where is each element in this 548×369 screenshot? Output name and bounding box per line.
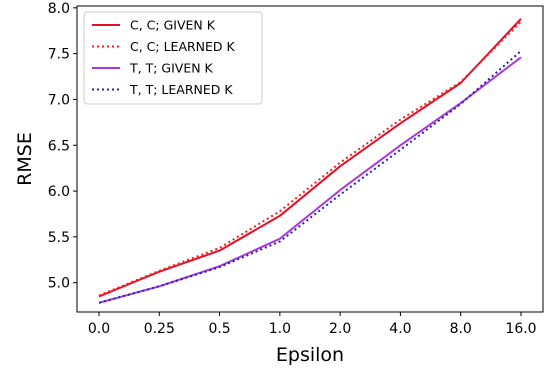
plot-frame bbox=[76, 5, 544, 313]
y-tick-label: 5.5 bbox=[48, 230, 70, 246]
y-tick-label: 7.0 bbox=[48, 92, 70, 108]
y-tick-label: 8.0 bbox=[48, 1, 70, 17]
x-axis: 0.0 0.25 0.5 1.0 2.0 4.0 8.0 16.0 bbox=[88, 312, 537, 337]
x-tick-label: 4.0 bbox=[389, 321, 411, 337]
legend-label: C, C; GIVEN K bbox=[130, 18, 216, 33]
legend-label: T, T; GIVEN K bbox=[129, 61, 214, 76]
y-tick-label: 7.5 bbox=[48, 47, 70, 63]
x-tick-label: 8.0 bbox=[450, 321, 472, 337]
plot-area bbox=[98, 18, 522, 304]
y-tick-label: 6.5 bbox=[48, 138, 70, 154]
series-line-1 bbox=[98, 18, 522, 298]
x-tick-label: 0.0 bbox=[88, 321, 110, 337]
y-tick-label: 5.0 bbox=[48, 276, 70, 292]
x-axis-title: Epsilon bbox=[276, 344, 344, 366]
y-axis-title: RMSE bbox=[14, 132, 36, 186]
x-tick-label: 2.0 bbox=[329, 321, 351, 337]
x-tick-label: 1.0 bbox=[269, 321, 291, 337]
x-tick-label: 0.5 bbox=[208, 321, 230, 337]
y-tick-label: 6.0 bbox=[48, 184, 70, 200]
legend-label: T, T; LEARNED K bbox=[129, 82, 233, 97]
y-axis: 5.0 5.5 6.0 6.5 7.0 7.5 8.0 bbox=[48, 1, 77, 292]
legend-label: C, C; LEARNED K bbox=[130, 39, 236, 54]
x-tick-label: 16.0 bbox=[505, 321, 536, 337]
series-line-2 bbox=[98, 20, 522, 297]
x-tick-label: 0.25 bbox=[144, 321, 175, 337]
legend-box bbox=[83, 11, 263, 105]
series-line-3 bbox=[98, 56, 522, 304]
legend: C, C; GIVEN K C, C; LEARNED K T, T; GIVEN … bbox=[83, 11, 263, 105]
series-line-4 bbox=[98, 50, 522, 304]
